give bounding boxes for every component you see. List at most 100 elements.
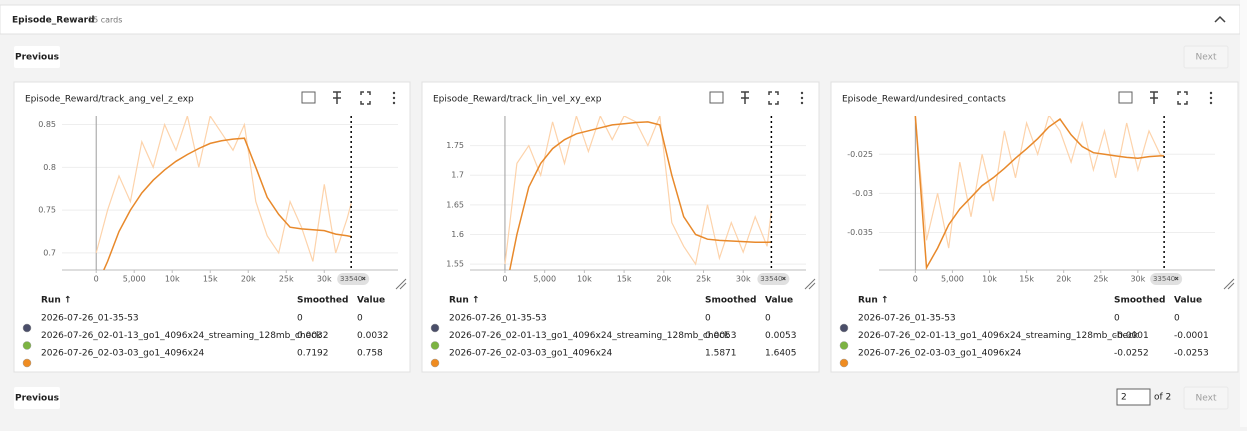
page-total: of 2 [1154,393,1171,403]
fullscreen-icon[interactable] [360,91,371,105]
resize-handle [804,278,816,290]
run-color [22,341,32,350]
run-color [839,341,849,350]
fullscreen-icon[interactable] [1177,91,1188,105]
step-close[interactable] [782,276,786,281]
next-label[interactable]: Next [1196,394,1217,404]
run-color [430,323,440,333]
fit-icon[interactable] [1118,91,1133,104]
next-button[interactable] [1183,45,1229,69]
menu-dot[interactable] [800,96,804,100]
y-tick-label: -0.035 [847,228,873,237]
y-tick-label: -0.03 [852,189,873,198]
table-header[interactable]: Run ↑ [858,296,888,306]
menu-dot[interactable] [1209,96,1213,100]
menu-dot[interactable] [392,96,396,100]
table-cell: 0 [297,314,303,324]
fullscreen-icon[interactable] [768,91,779,105]
previous-label[interactable]: Previous [15,394,59,404]
x-tick-label: 25k [696,275,711,284]
run-color [430,341,440,350]
table-header[interactable]: Smoothed [1114,296,1165,306]
resize-handle [395,278,407,290]
card [421,81,820,373]
x-tick-label: 15k [617,275,632,284]
x-tick-label: 10k [982,275,997,284]
table-cell: -0.0252 [1114,349,1149,359]
menu-dot[interactable] [1209,101,1213,105]
section-header [0,4,1241,35]
run-color [839,358,849,368]
page-input[interactable] [1116,388,1151,406]
menu-dot[interactable] [800,91,804,95]
table-cell: 2026-07-26_02-03-03_go1_4096x24 [41,349,205,359]
x-tick-label: 20k [1056,275,1071,284]
x-tick-label: 10k [165,275,180,284]
y-tick-label: -0.025 [847,150,873,159]
step-label: 33540 [1153,275,1175,283]
series-line [914,116,1165,270]
scrollbar [1240,0,1247,427]
pin-icon[interactable] [741,91,749,104]
table-header[interactable]: Value [357,296,385,306]
run-color [839,323,849,333]
x-tick-label: 15k [203,275,218,284]
pin-icon[interactable] [333,91,341,104]
card [830,81,1239,373]
run-color [430,358,440,368]
fit-icon[interactable] [709,91,724,104]
y-tick-label: 1.6 [451,230,464,239]
menu-dot[interactable] [392,91,396,95]
step-close[interactable] [1174,276,1179,281]
table-header[interactable]: Run ↑ [449,296,479,306]
y-tick-label: 1.7 [451,171,464,180]
table-header[interactable]: Value [765,296,793,306]
table-header[interactable]: Smoothed [705,296,756,306]
x-tick-label: 5,000 [941,275,964,284]
x-tick-label: 5,000 [533,275,556,284]
table-cell: 1.5871 [705,349,737,359]
table-cell: -0.0253 [1174,349,1209,359]
table-cell: 0.0053 [705,331,737,341]
table-cell: 0.0053 [765,331,797,341]
x-tick-label: 25k [1093,275,1108,284]
menu-dot[interactable] [392,101,396,105]
table-cell: 0.758 [357,349,383,359]
table-cell: 2026-07-26_01-35-53 [449,314,547,324]
table-header[interactable]: Value [1174,296,1202,306]
x-tick-label: 0 [502,275,507,284]
table-cell: 2026-07-26_02-03-03_go1_4096x24 [858,349,1022,359]
next-label[interactable]: Next [1196,53,1217,63]
x-tick-label: 30k [1130,275,1145,284]
x-tick-label: 5,000 [123,275,146,284]
card-title: Episode_Reward/track_ang_vel_z_exp [25,95,194,105]
next-button[interactable] [1183,386,1229,410]
table-cell: 2026-07-26_02-03-03_go1_4096x24 [449,349,613,359]
step-chip[interactable] [1150,273,1183,285]
pin-icon[interactable] [1150,91,1158,104]
menu-dot[interactable] [1209,91,1213,95]
collapse-icon[interactable] [1214,15,1226,23]
plot [504,116,772,270]
step-close[interactable] [361,276,366,281]
table-cell: 0 [705,314,711,324]
table-header[interactable]: Run ↑ [41,296,71,306]
previous-button[interactable] [14,387,60,409]
fit-icon[interactable] [301,91,316,104]
step-chip[interactable] [757,273,790,285]
page-number[interactable]: 2 [1121,393,1127,403]
previous-label[interactable]: Previous [15,53,59,63]
step-label: 33540 [760,275,782,283]
resize-handle [1223,278,1235,290]
previous-button[interactable] [14,46,60,68]
y-tick-label: 0.85 [38,120,56,129]
table-cell: 0 [1174,314,1180,324]
table-header[interactable]: Smoothed [297,296,348,306]
x-tick-label: 20k [656,275,671,284]
series-line [914,116,1165,249]
y-tick-label: 1.65 [446,200,464,209]
table-cell: 2026-07-26_02-01-13_go1_4096x24_streamin… [858,331,1139,341]
menu-dot[interactable] [800,101,804,105]
y-tick-label: 0.75 [38,206,56,215]
step-chip[interactable] [337,273,370,285]
